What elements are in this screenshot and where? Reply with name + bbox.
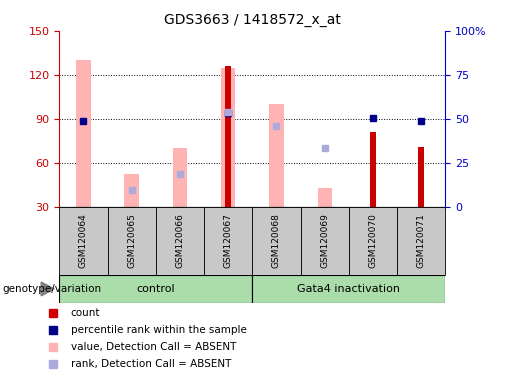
Text: GSM120070: GSM120070 <box>369 214 377 268</box>
Text: Gata4 inactivation: Gata4 inactivation <box>298 284 401 294</box>
Text: percentile rank within the sample: percentile rank within the sample <box>71 325 247 335</box>
Text: GSM120071: GSM120071 <box>417 214 426 268</box>
Text: value, Detection Call = ABSENT: value, Detection Call = ABSENT <box>71 342 236 352</box>
Bar <box>108 207 156 275</box>
Text: GSM120068: GSM120068 <box>272 214 281 268</box>
Text: control: control <box>136 284 175 294</box>
Bar <box>76 60 91 207</box>
Bar <box>221 68 235 207</box>
Bar <box>156 207 204 275</box>
Text: genotype/variation: genotype/variation <box>3 284 101 294</box>
Text: GSM120069: GSM120069 <box>320 214 329 268</box>
Bar <box>318 188 332 207</box>
Text: rank, Detection Call = ABSENT: rank, Detection Call = ABSENT <box>71 359 231 369</box>
Bar <box>59 207 108 275</box>
Bar <box>226 66 231 207</box>
Bar <box>269 104 284 207</box>
Bar <box>301 207 349 275</box>
Bar <box>252 207 301 275</box>
Text: count: count <box>71 308 100 318</box>
Text: GSM120064: GSM120064 <box>79 214 88 268</box>
Title: GDS3663 / 1418572_x_at: GDS3663 / 1418572_x_at <box>164 13 341 27</box>
Bar <box>418 147 424 207</box>
Text: GSM120066: GSM120066 <box>176 214 184 268</box>
Bar <box>59 275 252 303</box>
Bar <box>125 174 139 207</box>
Bar <box>370 132 376 207</box>
Bar <box>397 207 445 275</box>
Bar <box>173 149 187 207</box>
Text: GSM120067: GSM120067 <box>224 214 233 268</box>
Bar <box>252 275 445 303</box>
Bar <box>204 207 252 275</box>
Bar <box>349 207 397 275</box>
Text: GSM120065: GSM120065 <box>127 214 136 268</box>
